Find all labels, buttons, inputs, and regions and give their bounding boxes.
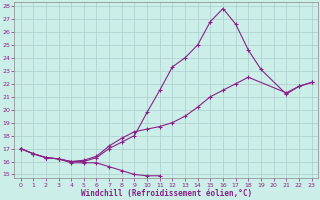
X-axis label: Windchill (Refroidissement éolien,°C): Windchill (Refroidissement éolien,°C) [81, 189, 252, 198]
